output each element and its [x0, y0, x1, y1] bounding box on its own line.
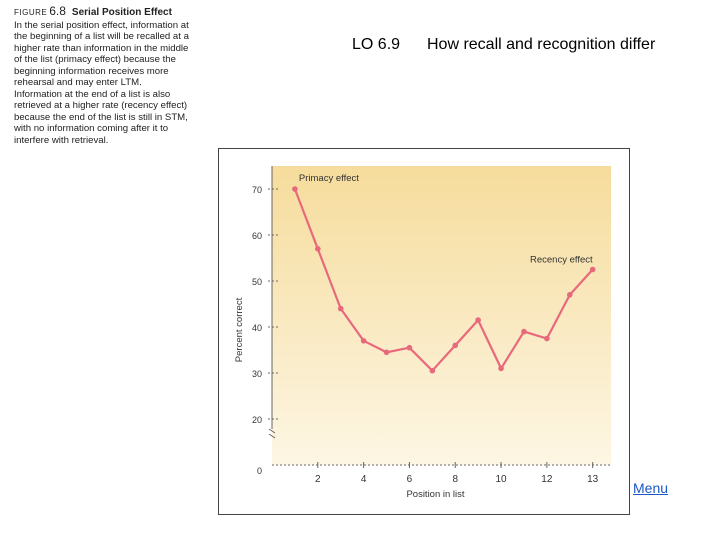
- y-axis-label: Percent correct: [234, 297, 245, 362]
- annotation: Primacy effect: [299, 173, 359, 184]
- y-tick-label: 0: [257, 466, 262, 476]
- data-point: [429, 367, 436, 374]
- x-tick-label: 12: [541, 474, 553, 485]
- data-point: [566, 292, 573, 298]
- y-tick-label: 50: [252, 277, 262, 287]
- figure-heading: FIGURE 6.8 Serial Position Effect: [14, 4, 192, 19]
- axis-break: [268, 428, 276, 439]
- figure-word: FIGURE: [14, 8, 48, 17]
- x-tick-label: 10: [495, 474, 507, 485]
- x-tick-label: 6: [407, 474, 413, 485]
- data-point: [498, 365, 504, 372]
- y-tick-label: 70: [252, 185, 262, 195]
- y-tick-label: 60: [252, 231, 262, 241]
- lo-code: LO 6.9: [352, 36, 401, 53]
- slide-title: How recall and recognition differ: [427, 36, 656, 53]
- figure-caption: FIGURE 6.8 Serial Position Effect In the s…: [14, 4, 192, 146]
- x-tick-label: 13: [587, 474, 599, 485]
- data-point: [521, 328, 527, 335]
- data-point: [452, 342, 459, 349]
- x-axis-label: Position in list: [406, 489, 464, 500]
- y-tick-label: 20: [252, 415, 262, 425]
- data-point: [337, 305, 344, 312]
- data-point: [315, 246, 321, 252]
- x-tick-label: 4: [361, 474, 367, 485]
- data-point: [406, 344, 413, 351]
- plot-area: [272, 166, 611, 465]
- figure-title: Serial Position Effect: [71, 7, 172, 18]
- series-line: [293, 188, 594, 373]
- data-point: [475, 317, 481, 323]
- data-point: [589, 266, 596, 273]
- data-point: [544, 335, 550, 342]
- menu-link[interactable]: Menu: [633, 480, 669, 496]
- y-tick-label: 30: [252, 369, 262, 379]
- x-tick-label: 2: [315, 474, 321, 485]
- data-point: [292, 186, 298, 192]
- x-tick-label: 8: [452, 474, 458, 485]
- caption-text: In the serial position effect, informati…: [14, 19, 189, 146]
- figure-number: 6.8: [49, 4, 66, 18]
- data-point: [360, 338, 367, 344]
- data-point: [383, 349, 390, 356]
- annotation: Recency effect: [530, 255, 593, 266]
- y-tick-label: 40: [252, 323, 262, 333]
